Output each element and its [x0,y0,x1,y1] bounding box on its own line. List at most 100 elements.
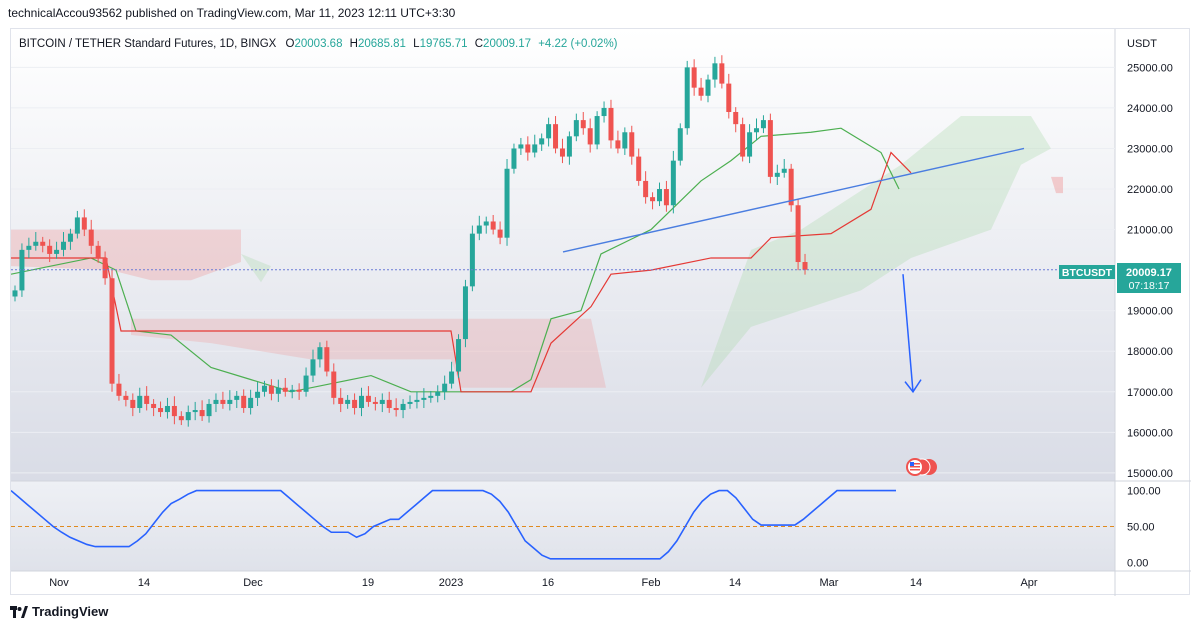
candle-body [608,107,614,141]
indicator-tick: 0.00 [1127,557,1148,569]
candle-body [795,205,801,263]
candle-body [248,397,254,409]
candle-body [81,217,87,230]
candle-body [213,399,219,404]
price-tick: 15000.00 [1127,468,1173,480]
candle-body [754,128,760,133]
candle-body [310,359,316,376]
candle-body [282,387,288,392]
candle-body [539,138,545,145]
candle-body [525,144,531,153]
candle-body [144,395,150,404]
candle-body [324,347,330,372]
candle-body [428,395,434,398]
candle-body [781,168,787,173]
indicator-line [10,489,896,560]
time-tick: 14 [138,577,150,589]
footer-brand[interactable]: TradingView [10,604,108,619]
price-tick: 21000.00 [1127,225,1173,237]
time-tick: Mar [820,577,839,589]
candles [12,55,808,427]
candle-body [421,397,427,400]
legend-symbol: BITCOIN / TETHER Standard Futures, 1D, B… [19,38,277,50]
legend-high-label: H [350,38,358,50]
legend-low: 19765.71 [420,38,468,50]
candle-body [497,229,503,238]
ichimoku-lines [10,127,912,393]
candle-body [636,156,642,181]
candle-body [650,197,656,202]
candle-body [698,87,704,96]
candle-body [566,136,572,157]
candle-body [740,124,746,157]
candle-body [442,383,448,392]
price-tick: 19000.00 [1127,306,1173,318]
candle-body [74,217,80,234]
time-tick: 2023 [439,577,463,589]
candle-body [352,399,358,409]
candle-body [158,408,164,413]
candle-body [580,120,586,129]
candle-body [275,387,281,394]
candle-body [206,403,212,417]
us-economic-events-icon[interactable] [906,458,937,476]
chart-svg[interactable]: BITCOIN / TETHER Standard Futures, 1D, B… [10,29,1191,596]
price-tick: 18000.00 [1127,346,1173,358]
candle-body [268,385,274,394]
candle-body [677,128,683,161]
time-tick: Dec [243,577,263,589]
candle-body [199,410,205,417]
candle-body [47,245,53,254]
candle-body [414,399,420,402]
indicator-tick: 100.00 [1127,486,1161,498]
candle-body [95,245,101,258]
time-tick: Feb [642,577,661,589]
candle-body [164,405,170,413]
candle-body [400,403,406,411]
time-tick: 14 [729,577,741,589]
kijun-line [11,151,912,393]
candle-body [386,399,392,409]
legend-close: 20009.17 [483,38,531,50]
candle-body [151,403,157,409]
time-axis: Nov 14 Dec 19 2023 16 Feb 14 Mar 14 Apr [49,577,1038,589]
candle-body [705,79,711,96]
candle-body [393,408,399,411]
footer-brand-text: TradingView [32,604,109,619]
candle-body [234,395,240,400]
candle-body [241,395,247,409]
candle-body [622,132,628,149]
candle-body [490,221,496,230]
candle-body [573,120,579,137]
legend-open: 20003.68 [295,38,343,50]
candle-body [733,111,739,125]
candle-body [802,262,808,270]
candle-body [726,83,732,112]
candle-body [553,124,559,149]
cloud-bull-2 [606,116,1051,388]
candle-body [102,257,108,279]
candle-body [130,399,136,409]
indicator-axis: 100.00 50.00 0.00 [1127,486,1161,570]
candle-body [12,290,18,297]
candle-body [462,286,468,340]
tradingview-logo-icon [10,605,28,618]
forecast-arrow-line [902,274,914,392]
price-tag-countdown: 07:18:17 [1129,280,1170,292]
candle-body [587,128,593,145]
cloud-bear-3 [1051,176,1063,194]
candle-body [372,401,378,404]
candle-body [559,148,565,157]
price-tick: 24000.00 [1127,103,1173,115]
time-tick: Nov [49,577,69,589]
legend-close-label: C [475,38,483,50]
candle-body [19,249,25,291]
chart-panel[interactable]: BITCOIN / TETHER Standard Futures, 1D, B… [10,28,1191,596]
cloud-bear-2 [131,318,606,388]
candle-body [178,416,184,421]
price-tick: 16000.00 [1127,427,1173,439]
symbol-tag [1059,265,1115,279]
candle-body [518,144,524,149]
candle-body [656,189,662,202]
candle-body [629,132,635,157]
